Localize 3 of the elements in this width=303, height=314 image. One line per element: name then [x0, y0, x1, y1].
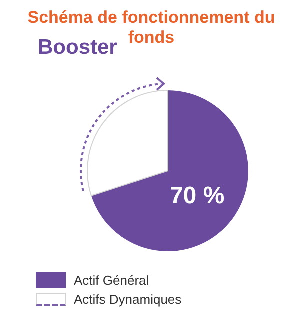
legend-label: Actifs Dynamiques: [74, 292, 182, 307]
data-label: 70 %: [170, 182, 225, 210]
legend-label: Actif Général: [74, 272, 150, 288]
